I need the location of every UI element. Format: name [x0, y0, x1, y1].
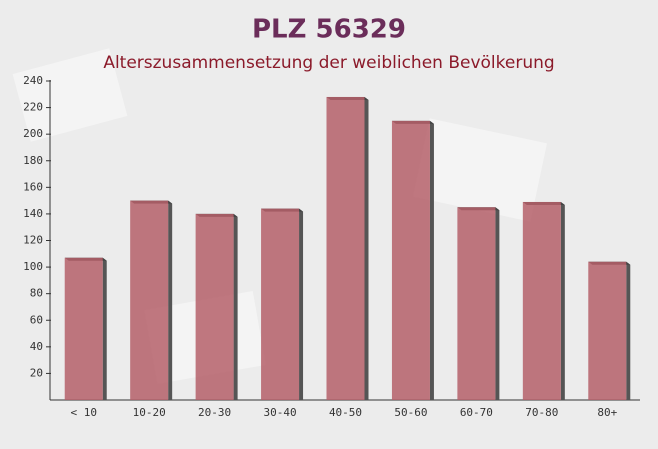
x-tick-label: 70-80 [525, 406, 558, 419]
x-tick-label: < 10 [70, 406, 97, 419]
x-tick-label: 80+ [597, 406, 617, 419]
x-tick-label: 10-20 [133, 406, 166, 419]
y-tick-label: 180 [23, 154, 43, 167]
bar-shadow [168, 200, 173, 400]
background-envelope [412, 118, 548, 222]
bar-shadow [233, 213, 238, 400]
y-tick-label: 200 [23, 127, 43, 140]
bar [391, 120, 430, 400]
bar-shadow [626, 261, 631, 400]
x-tick-label: 30-40 [263, 406, 296, 419]
chart-subtitle: Alterszusammensetzung der weiblichen Bev… [103, 53, 554, 73]
chart-title: PLZ 56329 [252, 15, 406, 45]
y-tick-label: 40 [30, 340, 43, 353]
y-tick-label: 220 [23, 101, 43, 114]
y-tick-label: 240 [23, 74, 43, 87]
x-tick-label: 60-70 [460, 406, 493, 419]
bar [261, 208, 300, 400]
x-tick-label: 20-30 [198, 406, 231, 419]
background-envelope [12, 48, 128, 142]
y-tick-label: 60 [30, 313, 43, 326]
bar [457, 207, 496, 400]
x-tick-label: 50-60 [394, 406, 427, 419]
bar-shadow [299, 208, 304, 400]
bar [64, 257, 103, 400]
bar-shadow [495, 207, 500, 400]
bar-shadow [364, 96, 369, 400]
bar [522, 201, 561, 400]
y-tick-label: 80 [30, 287, 43, 300]
y-tick-label: 20 [30, 366, 43, 379]
bar [195, 213, 234, 400]
y-tick-label: 140 [23, 207, 43, 220]
bar [326, 96, 365, 400]
bar-shadow [560, 201, 565, 400]
bar [130, 200, 169, 400]
y-tick-label: 120 [23, 234, 43, 247]
y-tick-label: 160 [23, 180, 43, 193]
x-tick-label: 40-50 [329, 406, 362, 419]
bar-shadow [429, 120, 434, 400]
bar-shadow [102, 257, 107, 400]
bar [588, 261, 627, 400]
y-tick-label: 100 [23, 260, 43, 273]
